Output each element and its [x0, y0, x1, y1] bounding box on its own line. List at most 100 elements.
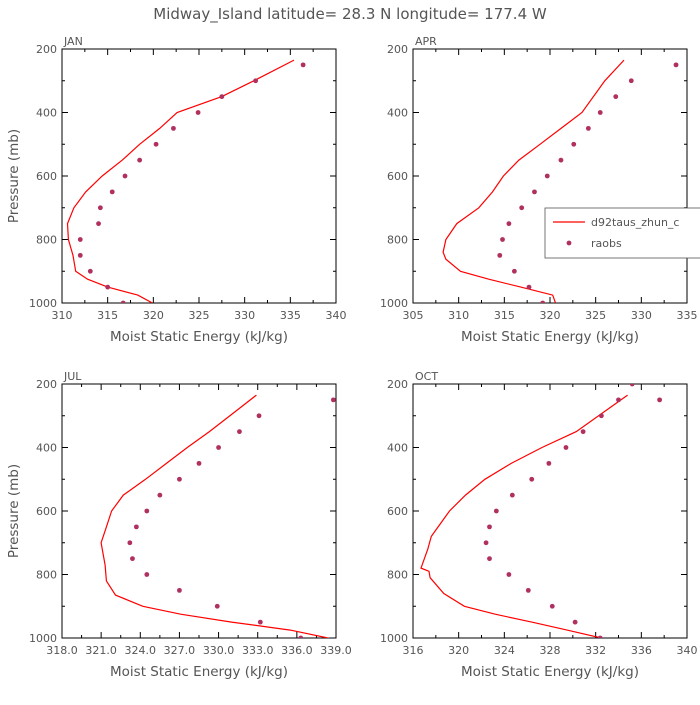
x-tick-label: 336.0: [281, 644, 313, 657]
raobs-point: [629, 384, 635, 387]
plot-frame: [61, 383, 337, 639]
raobs-point: [237, 429, 242, 435]
y-tick-label: 400: [387, 442, 408, 455]
raobs-point: [616, 397, 621, 403]
x-tick-label: 335: [280, 309, 301, 322]
series-group: [420, 384, 662, 638]
x-tick-label: 305: [403, 309, 424, 322]
raobs-point: [544, 173, 550, 179]
raobs-point: [585, 125, 591, 131]
legend-box: [544, 207, 700, 259]
series-group: [100, 394, 336, 638]
y-tick-label: 1000: [29, 297, 57, 310]
raobs-point: [122, 173, 128, 179]
raobs-point: [487, 524, 492, 530]
raobs-point: [509, 492, 515, 498]
raobs-point: [96, 221, 101, 227]
x-axis-label: Moist Static Energy (kJ/kg): [461, 329, 639, 345]
raobs-point: [540, 300, 546, 303]
y-tick-label: 600: [36, 170, 57, 183]
y-tick-label: 1000: [380, 632, 408, 645]
x-tick-label: 340: [326, 309, 347, 322]
x-tick-label: 339.0: [320, 644, 352, 657]
chart-panel-jul: 318.0 321.0 324.0 327.0 330.0 333.0 336.0 339.0…: [6, 370, 352, 680]
chart-panel-oct: 316 320 324 328 332 336 340 200 400 600 800 1000 OCT…: [380, 370, 698, 680]
raobs-point: [526, 284, 532, 290]
raobs-point: [580, 429, 586, 435]
y-tick-label: 1000: [29, 632, 57, 645]
x-tick-label: 336: [631, 644, 652, 657]
raobs-point: [298, 635, 304, 638]
raobs-point: [532, 189, 537, 195]
x-tick-label: 324: [494, 644, 515, 657]
y-tick-label: 400: [36, 107, 57, 120]
raobs-point: [77, 237, 83, 242]
x-tick-label: 330: [631, 309, 652, 322]
raobs-point: [257, 619, 263, 625]
raobs-point: [171, 125, 176, 131]
raobs-point: [597, 635, 603, 638]
legend-point-swatch: [566, 240, 572, 246]
raobs-point: [157, 492, 163, 498]
x-tick-label: 327.0: [164, 644, 196, 657]
chart-panel-jan: 310 315 320 325 330 335 340 200 400 600 800 1000 JAN…: [6, 35, 347, 345]
raobs-point: [127, 540, 133, 546]
y-axis-label: Pressure (mb): [6, 129, 22, 223]
raobs-point: [525, 587, 531, 593]
raobs-point: [256, 413, 262, 419]
raobs-point: [597, 110, 603, 115]
raobs-point: [214, 603, 220, 609]
raobs-point: [500, 237, 505, 242]
legend-model-label: d92taus_zhun_c: [591, 216, 679, 229]
x-tick-label: 318.0: [46, 644, 78, 657]
raobs-point: [219, 94, 225, 100]
raobs-point: [133, 524, 139, 530]
x-tick-label: 330.0: [203, 644, 235, 657]
raobs-point: [144, 508, 150, 514]
x-tick-label: 333.0: [242, 644, 274, 657]
x-tick-label: 328: [540, 644, 561, 657]
raobs-point: [487, 556, 492, 562]
model-profile-line: [420, 394, 628, 638]
raobs-point: [673, 62, 679, 68]
x-axis-label: Moist Static Energy (kJ/kg): [110, 329, 288, 345]
raobs-point: [628, 78, 634, 84]
y-tick-label: 400: [387, 107, 408, 120]
raobs-point: [563, 445, 569, 450]
y-axis-label: Pressure (mb): [6, 464, 22, 558]
x-tick-label: 335: [677, 309, 698, 322]
y-tick-label: 600: [387, 505, 408, 518]
series-group: [442, 59, 679, 303]
raobs-point: [546, 460, 552, 466]
panel-title: JUL: [63, 370, 82, 383]
raobs-point: [330, 397, 336, 403]
raobs-point: [613, 94, 619, 100]
chart-panels: 310 315 320 325 330 335 340 200 400 600 800 1000 JAN…: [6, 35, 700, 680]
panel-title: OCT: [415, 370, 438, 383]
raobs-point: [177, 476, 182, 482]
raobs-point: [572, 619, 578, 625]
y-tick-label: 200: [387, 43, 408, 56]
legend-obs-label: raobs: [591, 237, 622, 250]
raobs-point: [493, 508, 499, 514]
raobs-point: [130, 556, 135, 562]
model-profile-line: [100, 394, 330, 638]
x-tick-label: 332: [585, 644, 606, 657]
raobs-point: [497, 252, 503, 258]
x-tick-label: 315: [97, 309, 118, 322]
raobs-point: [253, 78, 259, 84]
x-tick-label: 324.0: [125, 644, 157, 657]
raobs-point: [598, 413, 604, 419]
raobs-point: [519, 205, 525, 211]
raobs-point: [105, 284, 111, 290]
raobs-point: [195, 110, 201, 115]
x-axis-label: Moist Static Energy (kJ/kg): [461, 664, 639, 680]
x-tick-label: 330: [234, 309, 255, 322]
raobs-point: [87, 268, 93, 274]
x-tick-label: 320: [448, 644, 469, 657]
raobs-point: [120, 300, 126, 303]
raobs-point: [506, 221, 512, 227]
y-tick-label: 200: [36, 43, 57, 56]
